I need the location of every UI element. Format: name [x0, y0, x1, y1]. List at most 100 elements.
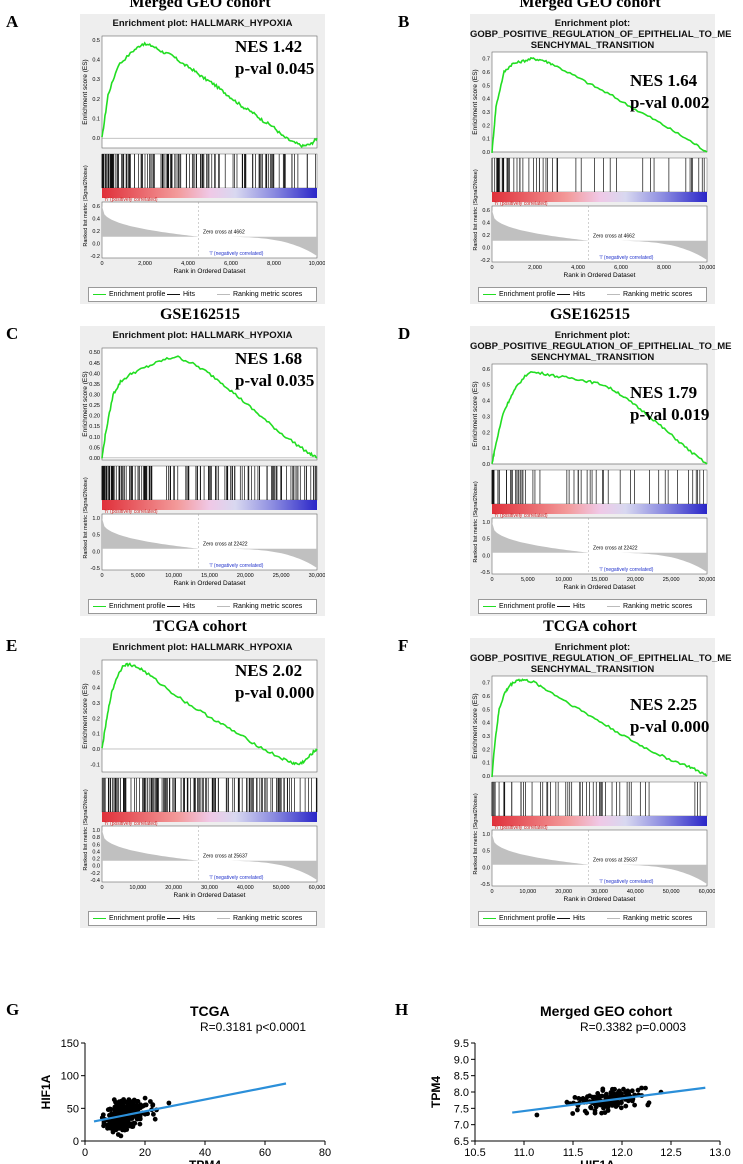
x-tick-label: 20,000 — [237, 573, 254, 579]
x-tick-label: 25,000 — [663, 577, 680, 583]
es-axis-label: Enrichment score (ES) — [82, 371, 89, 436]
es-tick-label: 0.1 — [482, 446, 490, 452]
legend-swatch — [483, 918, 496, 919]
legend-item: Ranking metric scores — [233, 603, 303, 610]
y-tick-label: 7.5 — [454, 1103, 469, 1115]
scatter-point — [580, 1096, 586, 1101]
es-plot-area — [491, 675, 708, 777]
scatter-point — [601, 1103, 607, 1109]
rank-tick-label: 0.5 — [482, 537, 490, 543]
pos-corr-label: 'h' (positively correlated) — [104, 509, 158, 515]
scatter-point — [629, 1088, 635, 1094]
legend-item: Ranking metric scores — [623, 603, 693, 610]
scatter-point — [138, 1104, 144, 1110]
enrichment-plot-title: Enrichment plot: HALLMARK_HYPOXIA — [112, 330, 293, 341]
legend-swatch — [557, 918, 570, 919]
legend-swatch — [557, 606, 570, 607]
legend-item: Hits — [183, 603, 196, 610]
nes-value: NES 1.64 — [630, 71, 698, 90]
scatter-point — [639, 1085, 644, 1091]
scatter-point — [605, 1100, 611, 1106]
legend-item: Ranking metric scores — [623, 291, 693, 298]
scatter-point — [572, 1095, 578, 1100]
rank-tick-label: 0.0 — [482, 246, 490, 252]
scatter-point — [134, 1103, 140, 1109]
x-tick-label: 4,000 — [571, 265, 585, 271]
legend-item: Hits — [573, 915, 586, 922]
es-tick-label: 0.1 — [482, 137, 490, 143]
neg-corr-label: 'l' (negatively correlated) — [600, 879, 654, 885]
nes-value: NES 2.25 — [630, 695, 698, 714]
scatter-point — [576, 1096, 581, 1101]
enrichment-plot-title: GOBP_POSITIVE_REGULATION_OF_EPITHELIAL_T… — [470, 653, 732, 664]
rank-tick-label: 1.0 — [92, 828, 100, 834]
es-tick-label: 0.0 — [482, 150, 490, 156]
rank-tick-label: 0.2 — [92, 229, 100, 235]
es-axis-label: Enrichment score (ES) — [472, 69, 479, 134]
es-tick-label: 0.45 — [89, 361, 100, 367]
es-tick-label: 0.00 — [89, 456, 100, 462]
nes-annotation: NES 2.02 p-val 0.000 — [235, 660, 314, 704]
legend-item: Enrichment profile — [499, 603, 556, 610]
es-tick-label: 0.2 — [92, 716, 100, 722]
y-axis-label: TPM4 — [430, 1076, 443, 1108]
x-axis-label: Rank in Ordered Dataset — [564, 272, 636, 279]
x-tick-label: 80 — [319, 1147, 331, 1159]
legend-item: Enrichment profile — [109, 291, 166, 298]
es-plot-area — [101, 35, 318, 149]
rank-metric-fill — [492, 522, 707, 572]
scatter-point — [148, 1099, 153, 1104]
neg-corr-label: 'l' (negatively correlated) — [210, 251, 264, 257]
x-tick-label: 10,000 — [165, 573, 182, 579]
y-tick-label: 100 — [61, 1071, 79, 1083]
x-tick-label: 20,000 — [165, 885, 182, 891]
neg-corr-label: 'l' (negatively correlated) — [210, 875, 264, 881]
x-tick-label: 40,000 — [627, 889, 644, 895]
regression-line — [93, 1082, 287, 1123]
pval-value: p-val 0.002 — [630, 93, 710, 112]
scatter-stat-h: R=0.3382 p=0.0003 — [580, 1020, 687, 1034]
y-tick-label: 8.5 — [454, 1071, 469, 1083]
rank-tick-label: -0.4 — [91, 878, 100, 884]
x-axis-label: Rank in Ordered Dataset — [174, 892, 246, 899]
scatter-point — [582, 1108, 588, 1114]
panel-letter: C — [6, 324, 19, 343]
legend-item: Ranking metric scores — [623, 915, 693, 922]
ranking-color-bar — [102, 812, 317, 822]
y-tick-label: 50 — [67, 1103, 79, 1115]
zero-cross-label: Zero cross at 4662 — [203, 230, 245, 236]
gsea-frame: Enrichment plot: GOBP_POSITIVE_REGULATION… — [470, 326, 731, 616]
legend-item: Enrichment profile — [499, 915, 556, 922]
es-tick-label: 0.4 — [92, 58, 100, 64]
rank-axis-label: Ranked list metric (Signal2Noise) — [473, 481, 479, 562]
scatter-point — [593, 1104, 599, 1110]
nes-value: NES 1.42 — [235, 37, 303, 56]
scatter-point — [592, 1110, 598, 1116]
y-tick-label: 0 — [73, 1136, 79, 1148]
es-tick-label: 0.05 — [89, 445, 100, 451]
scatter-point — [114, 1126, 119, 1131]
es-tick-label: 0.6 — [482, 70, 490, 76]
scatter-stat-g: R=0.3181 p<0.0001 — [200, 1020, 307, 1034]
es-tick-label: 0.1 — [92, 732, 100, 738]
legend-swatch — [93, 294, 106, 295]
es-tick-label: 0.2 — [482, 430, 490, 436]
rank-tick-label: 1.0 — [92, 516, 100, 522]
legend-item: Enrichment profile — [499, 291, 556, 298]
regression-line — [512, 1086, 706, 1114]
pos-corr-label: 'h' (positively correlated) — [494, 201, 548, 207]
hits-area — [491, 469, 708, 505]
scatter-title-g: TCGA — [190, 1003, 230, 1019]
gsea-legend: Enrichment profile Hits Ranking metric sco… — [478, 287, 707, 302]
scatter-title-h: Merged GEO cohort — [540, 1003, 673, 1019]
cohort-title: GSE162515 — [549, 306, 630, 323]
scatter-point — [143, 1102, 149, 1108]
y-tick-label: 9.5 — [454, 1038, 469, 1050]
pval-value: p-val 0.035 — [235, 371, 315, 390]
x-tick-label: 0 — [490, 265, 493, 271]
y-axis-label: HIF1A — [40, 1074, 53, 1109]
rank-tick-label: 1.0 — [482, 832, 490, 838]
y-tick-label: 150 — [61, 1038, 79, 1050]
gsea-frame: Enrichment plot: GOBP_POSITIVE_REGULATION… — [470, 638, 732, 928]
scatter-point — [588, 1105, 594, 1111]
